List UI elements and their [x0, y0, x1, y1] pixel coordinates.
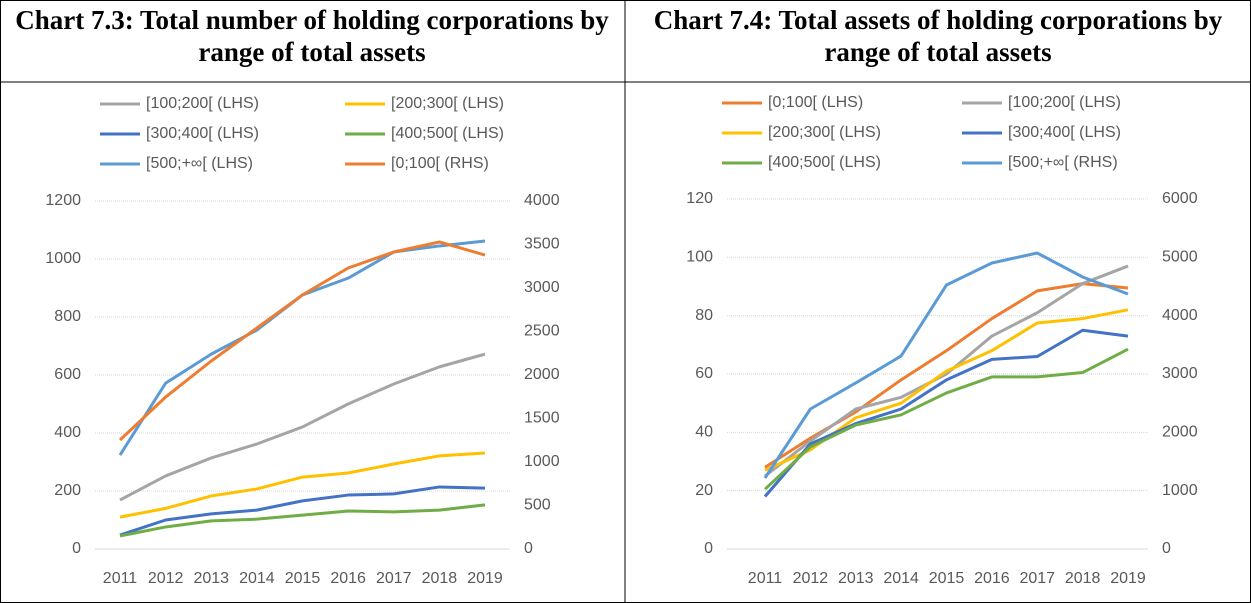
series-line — [119, 352, 486, 502]
series-line — [763, 347, 1129, 491]
x-tick-label: 2016 — [974, 570, 1010, 587]
y-tick-label: 80 — [695, 307, 713, 324]
legend-label: [100;200[ (LHS) — [1008, 94, 1121, 111]
series-line — [764, 264, 1129, 478]
x-tick-label: 2012 — [148, 570, 184, 587]
x-tick-label: 2013 — [193, 570, 229, 587]
y2-tick-label: 3000 — [1162, 365, 1198, 382]
legend-label: [500;+∞[ (LHS) — [146, 155, 253, 172]
legend-label: [200;300[ (LHS) — [768, 124, 881, 141]
y-tick-label: 200 — [54, 482, 81, 499]
chart-title: Chart 7.3: Total number of holding corpo… — [15, 5, 609, 67]
legend-label: [0;100[ (LHS) — [768, 94, 863, 111]
y-tick-label: 40 — [695, 424, 713, 441]
y-tick-label: 100 — [686, 249, 713, 266]
y2-tick-label: 4000 — [1162, 307, 1198, 324]
y2-tick-label: 2500 — [524, 323, 560, 340]
series-line — [763, 251, 1129, 479]
y-tick-label: 120 — [686, 190, 713, 207]
series-line — [118, 239, 486, 456]
series-line — [119, 451, 486, 519]
legend-label: [400;500[ (LHS) — [391, 125, 504, 142]
y2-tick-label: 3000 — [524, 279, 560, 296]
legend-label: [0;100[ (RHS) — [391, 155, 489, 172]
legend-label: [500;+∞[ (RHS) — [1008, 154, 1118, 171]
y-tick-label: 1200 — [45, 192, 81, 209]
legend-label: [100;200[ (LHS) — [146, 95, 259, 112]
x-tick-label: 2012 — [793, 570, 829, 587]
y2-tick-label: 1000 — [524, 453, 560, 470]
x-tick-label: 2015 — [929, 570, 965, 587]
y2-tick-label: 3500 — [524, 236, 560, 253]
y-tick-label: 0 — [72, 540, 81, 557]
y2-tick-label: 500 — [524, 497, 551, 514]
y2-tick-label: 1500 — [524, 410, 560, 427]
y2-tick-label: 2000 — [1162, 424, 1198, 441]
x-tick-label: 2014 — [239, 570, 275, 587]
series-line — [763, 328, 1129, 498]
series-line — [119, 503, 486, 538]
x-tick-label: 2017 — [1019, 570, 1055, 587]
legend-label: [300;400[ (LHS) — [1008, 124, 1121, 141]
legend-label: [200;300[ (LHS) — [391, 95, 504, 112]
x-tick-label: 2019 — [1110, 570, 1146, 587]
x-tick-label: 2015 — [285, 570, 321, 587]
y-tick-label: 800 — [54, 308, 81, 325]
series-line — [119, 485, 486, 537]
legend-label: [300;400[ (LHS) — [146, 125, 259, 142]
y-tick-label: 0 — [704, 540, 713, 557]
y2-tick-label: 4000 — [524, 192, 560, 209]
chart-title: Chart 7.4: Total assets of holding corpo… — [653, 5, 1223, 67]
x-tick-label: 2018 — [1065, 570, 1101, 587]
y-tick-label: 400 — [54, 424, 81, 441]
x-tick-label: 2018 — [422, 570, 458, 587]
y-tick-label: 20 — [695, 482, 713, 499]
y-tick-label: 60 — [695, 365, 713, 382]
y2-tick-label: 5000 — [1162, 249, 1198, 266]
x-tick-label: 2019 — [467, 570, 503, 587]
y2-tick-label: 2000 — [524, 366, 560, 383]
legend-label: [400;500[ (LHS) — [768, 154, 881, 171]
y-tick-label: 1000 — [45, 250, 81, 267]
x-tick-label: 2014 — [883, 570, 919, 587]
x-tick-label: 2011 — [748, 570, 783, 587]
y-tick-label: 600 — [54, 366, 81, 383]
x-tick-label: 2013 — [838, 570, 874, 587]
x-tick-label: 2017 — [376, 570, 412, 587]
x-tick-label: 2016 — [330, 570, 366, 587]
series-line — [118, 240, 486, 442]
y2-tick-label: 0 — [524, 540, 533, 557]
x-tick-label: 2011 — [103, 570, 138, 587]
y2-tick-label: 1000 — [1162, 482, 1198, 499]
y2-tick-label: 6000 — [1162, 190, 1198, 207]
y2-tick-label: 0 — [1162, 540, 1171, 557]
